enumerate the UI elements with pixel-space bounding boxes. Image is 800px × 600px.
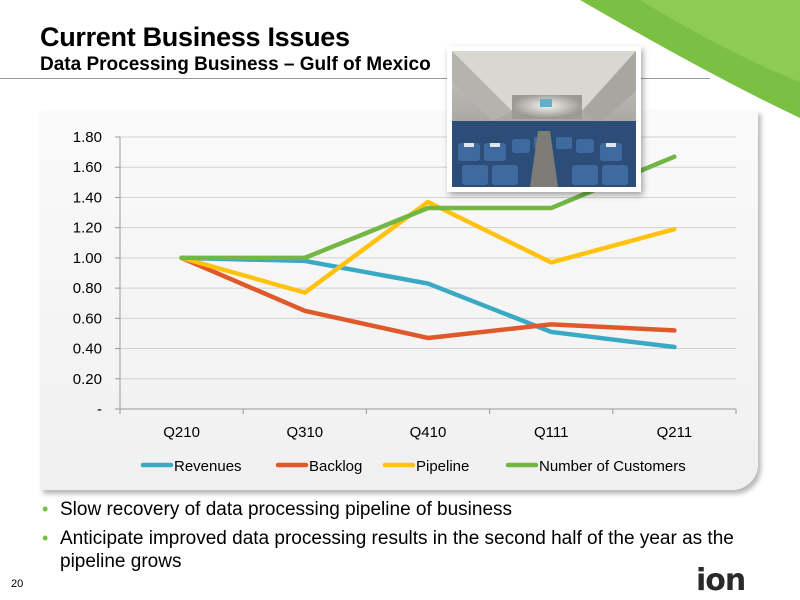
x-tick-label: Q210 bbox=[163, 424, 200, 441]
x-tick-label: Q410 bbox=[410, 424, 447, 441]
series-line-pipeline bbox=[179, 199, 677, 295]
y-tick-label: 1.80 bbox=[73, 129, 102, 146]
page-title: Current Business Issues bbox=[40, 22, 350, 52]
chart-gridlines bbox=[115, 136, 737, 414]
airplane-cabin-photo bbox=[447, 46, 641, 192]
legend-label: Revenues bbox=[174, 458, 242, 475]
series-line-revenues bbox=[179, 255, 677, 350]
page-number: 20 bbox=[11, 578, 24, 590]
x-tick-label: Q310 bbox=[286, 424, 323, 441]
y-axis-ticks: - 0.20 0.40 0.60 0.80 1.00 1.20 1.40 1.60 1.80 bbox=[73, 129, 102, 418]
legend-label: Backlog bbox=[309, 458, 362, 475]
bullet-item: Slow recovery of data processing pipelin… bbox=[40, 498, 760, 521]
y-tick-label: 0.60 bbox=[73, 310, 102, 327]
y-tick-label: 1.20 bbox=[73, 220, 102, 237]
x-tick-label: Q111 bbox=[534, 424, 568, 441]
x-axis-ticks: Q210 Q310 Q410 Q111 Q211 bbox=[163, 424, 692, 441]
ion-logo: ion bbox=[696, 563, 746, 598]
legend-label: Number of Customers bbox=[539, 458, 686, 475]
y-tick-label: 1.60 bbox=[73, 159, 102, 176]
y-tick-label: 1.40 bbox=[73, 189, 102, 206]
y-tick-label: 0.40 bbox=[73, 341, 102, 358]
bullet-item: Anticipate improved data processing resu… bbox=[40, 527, 760, 573]
y-tick-label: 0.20 bbox=[73, 371, 102, 388]
y-tick-label: 1.00 bbox=[73, 250, 102, 267]
chart-panel: - 0.20 0.40 0.60 0.80 1.00 1.20 1.40 1.60 1.80 Q2… bbox=[40, 110, 758, 490]
y-tick-label: 0.80 bbox=[73, 280, 102, 297]
line-chart: - 0.20 0.40 0.60 0.80 1.00 1.20 1.40 1.60 1.80 Q2… bbox=[73, 129, 737, 475]
series-line-backlog bbox=[179, 255, 677, 341]
chart-series bbox=[179, 154, 677, 350]
page-subtitle: Data Processing Business – Gulf of Mexic… bbox=[40, 54, 431, 75]
green-swoosh-decoration bbox=[580, 0, 800, 118]
bullet-list: Slow recovery of data processing pipelin… bbox=[40, 498, 760, 579]
title-divider bbox=[0, 78, 710, 79]
x-tick-label: Q211 bbox=[657, 424, 693, 441]
chart-legend: Revenues Backlog Pipeline Number of Custome… bbox=[140, 458, 686, 475]
y-tick-label: - bbox=[97, 401, 102, 418]
legend-label: Pipeline bbox=[416, 458, 469, 475]
